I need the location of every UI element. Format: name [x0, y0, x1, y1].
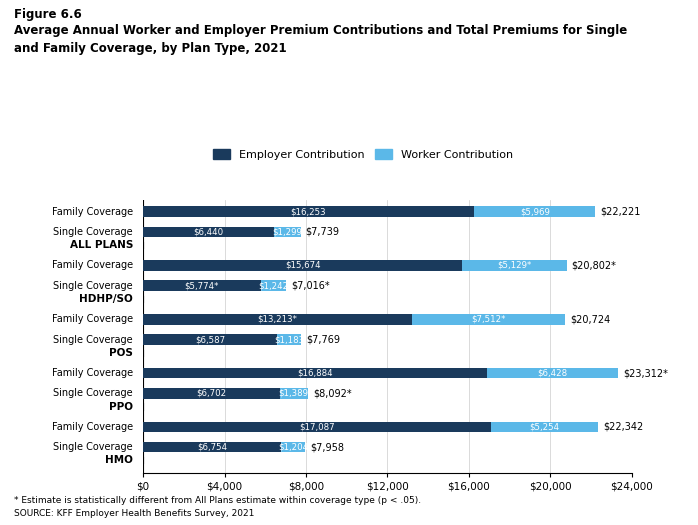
Text: $1,242: $1,242	[258, 281, 288, 290]
Text: * Estimate is statistically different from All Plans estimate within coverage ty: * Estimate is statistically different fr…	[14, 496, 421, 505]
Bar	[474, 206, 595, 217]
Bar	[260, 280, 286, 291]
Text: $7,958: $7,958	[310, 442, 344, 452]
Bar	[462, 260, 567, 271]
Bar	[143, 227, 274, 237]
Bar	[274, 227, 301, 237]
Text: HMO: HMO	[105, 455, 133, 465]
Text: $1,183: $1,183	[274, 335, 304, 344]
Text: $20,802*: $20,802*	[572, 260, 616, 270]
Text: Single Coverage: Single Coverage	[53, 334, 133, 344]
Text: ALL PLANS: ALL PLANS	[70, 240, 133, 250]
Text: Figure 6.6: Figure 6.6	[14, 8, 82, 21]
Bar	[143, 280, 260, 291]
Bar	[487, 368, 618, 379]
Legend: Employer Contribution, Worker Contribution: Employer Contribution, Worker Contributi…	[209, 145, 517, 165]
Text: Family Coverage: Family Coverage	[52, 207, 133, 217]
Text: Family Coverage: Family Coverage	[52, 422, 133, 432]
Bar	[143, 206, 474, 217]
Text: $13,213*: $13,213*	[258, 315, 297, 324]
Text: $8,092*: $8,092*	[313, 388, 352, 398]
Text: $20,724: $20,724	[570, 314, 610, 324]
Text: $17,087: $17,087	[299, 422, 335, 432]
Text: $22,221: $22,221	[600, 207, 641, 217]
Bar	[143, 368, 487, 379]
Text: HDHP/SO: HDHP/SO	[79, 294, 133, 304]
Text: $7,016*: $7,016*	[291, 281, 329, 291]
Bar	[412, 314, 565, 324]
Bar	[143, 334, 277, 345]
Text: Family Coverage: Family Coverage	[52, 260, 133, 270]
Text: $7,512*: $7,512*	[471, 315, 506, 324]
Text: Family Coverage: Family Coverage	[52, 314, 133, 324]
Bar	[143, 260, 462, 271]
Text: $5,129*: $5,129*	[497, 261, 531, 270]
Text: $16,253: $16,253	[291, 207, 327, 216]
Bar	[491, 422, 598, 432]
Bar	[143, 442, 281, 453]
Bar	[143, 422, 491, 432]
Text: Single Coverage: Single Coverage	[53, 281, 133, 291]
Text: $16,884: $16,884	[297, 369, 333, 377]
Bar	[143, 314, 412, 324]
Text: Average Annual Worker and Employer Premium Contributions and Total Premiums for : Average Annual Worker and Employer Premi…	[14, 24, 628, 55]
Text: PPO: PPO	[109, 402, 133, 412]
Text: $1,299: $1,299	[272, 227, 302, 236]
Bar	[279, 388, 308, 398]
Text: $22,342: $22,342	[603, 422, 644, 432]
Text: Single Coverage: Single Coverage	[53, 227, 133, 237]
Text: $5,774*: $5,774*	[185, 281, 219, 290]
Text: Single Coverage: Single Coverage	[53, 388, 133, 398]
Text: $1,389: $1,389	[279, 389, 309, 398]
Text: $6,702: $6,702	[196, 389, 226, 398]
Text: $6,754: $6,754	[197, 443, 227, 452]
Text: SOURCE: KFF Employer Health Benefits Survey, 2021: SOURCE: KFF Employer Health Benefits Sur…	[14, 509, 254, 518]
Text: Family Coverage: Family Coverage	[52, 368, 133, 378]
Text: $5,254: $5,254	[529, 422, 560, 432]
Text: Single Coverage: Single Coverage	[53, 442, 133, 452]
Bar	[277, 334, 302, 345]
Text: $7,739: $7,739	[306, 227, 340, 237]
Text: $6,587: $6,587	[195, 335, 225, 344]
Text: $6,428: $6,428	[537, 369, 567, 377]
Text: $6,440: $6,440	[193, 227, 223, 236]
Text: $15,674: $15,674	[285, 261, 320, 270]
Text: $5,969: $5,969	[520, 207, 549, 216]
Text: POS: POS	[109, 348, 133, 358]
Bar	[143, 388, 279, 398]
Text: $23,312*: $23,312*	[623, 368, 668, 378]
Bar	[281, 442, 305, 453]
Text: $7,769: $7,769	[306, 334, 341, 344]
Text: $1,204: $1,204	[278, 443, 308, 452]
